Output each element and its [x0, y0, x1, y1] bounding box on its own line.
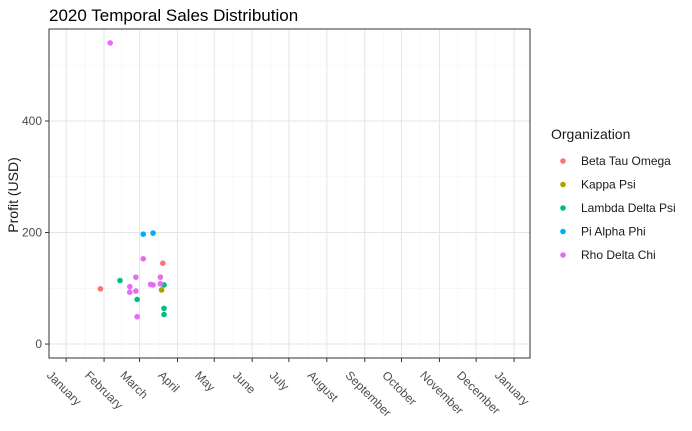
legend-label: Kappa Psi — [581, 178, 636, 192]
x-tick-label: April — [155, 368, 182, 395]
legend-key — [560, 228, 566, 235]
data-point — [160, 260, 166, 267]
legend-label: Rho Delta Chi — [581, 248, 656, 262]
data-point — [158, 287, 165, 293]
legend-label: Beta Tau Omega — [581, 154, 671, 168]
plot-panel — [48, 28, 531, 359]
y-axis-title: Profit (USD) — [5, 157, 21, 232]
data-point — [97, 286, 104, 292]
chart-title: 2020 Temporal Sales Distribution — [49, 6, 298, 25]
major-gridlines — [49, 29, 530, 358]
data-point — [107, 40, 113, 46]
data-point — [117, 277, 123, 284]
data-point — [126, 289, 133, 296]
data-points — [97, 40, 167, 320]
data-point — [161, 311, 167, 318]
legend-title: Organization — [551, 126, 630, 142]
y-tick-label: 200 — [22, 226, 42, 240]
data-point — [157, 281, 164, 287]
x-tick-label: January — [44, 368, 84, 408]
legend-label: Pi Alpha Phi — [581, 225, 646, 239]
x-tick-label: June — [230, 368, 259, 397]
data-point — [133, 288, 139, 294]
x-tick-label: February — [82, 368, 126, 412]
legend-label: Lambda Delta Psi — [581, 201, 676, 215]
minor-gridlines — [49, 29, 530, 358]
y-axis: 0 200 400 — [22, 114, 49, 351]
data-point — [126, 283, 133, 290]
data-point — [140, 231, 147, 238]
x-tick-label: March — [117, 368, 150, 401]
data-point — [134, 313, 140, 320]
legend-key — [560, 158, 566, 164]
data-point — [161, 305, 167, 312]
data-point — [157, 274, 164, 280]
legend-key — [560, 205, 566, 211]
x-tick-label: July — [267, 368, 292, 393]
data-point — [134, 296, 140, 303]
data-point — [140, 255, 147, 262]
legend: Organization Beta Tau Omega Kappa Psi Lamb… — [551, 126, 676, 262]
legend-key — [560, 252, 566, 258]
data-point — [150, 230, 156, 236]
x-tick-label: May — [192, 368, 218, 394]
data-point — [150, 282, 156, 288]
x-tick-label: August — [305, 368, 342, 405]
data-point — [133, 274, 139, 280]
legend-key — [560, 181, 566, 188]
y-tick-label: 400 — [22, 114, 42, 128]
y-tick-label: 0 — [35, 337, 42, 351]
